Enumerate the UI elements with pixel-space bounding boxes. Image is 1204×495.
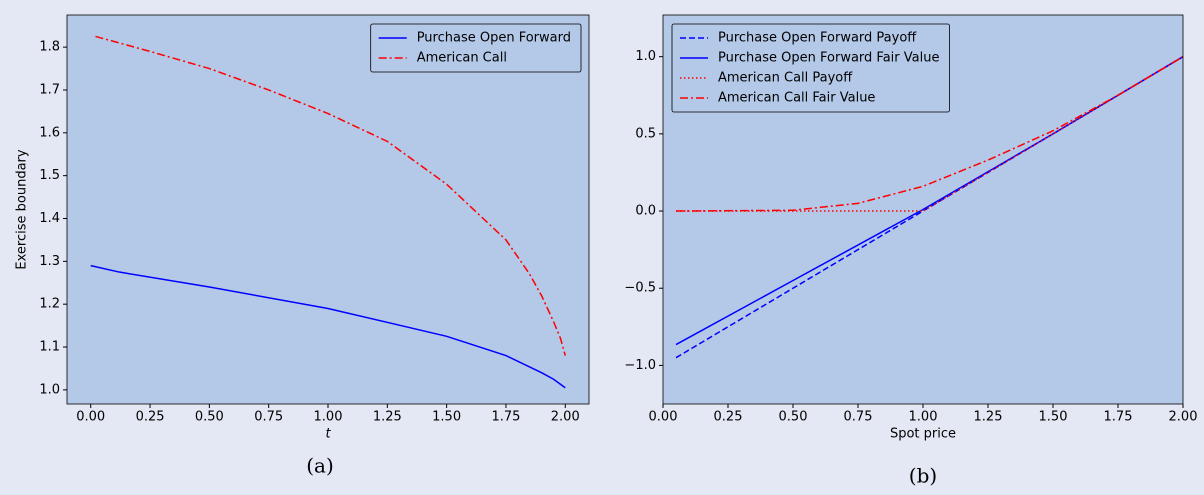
x-tick-label: 1.75	[1104, 410, 1133, 425]
series-line	[95, 35, 566, 356]
legend-label: Purchase Open Forward	[417, 31, 571, 46]
y-tick-label: 1.0	[39, 382, 60, 397]
legend: Purchase Open Forward Payoff Purchase Ope…	[671, 23, 950, 113]
legend-label: American Call Payoff	[718, 71, 853, 86]
caption: (b)	[909, 464, 937, 488]
x-tick-label: 0.25	[714, 410, 743, 425]
x-tick-label: 0.00	[76, 410, 105, 425]
y-tick-label: 1.8	[39, 40, 60, 55]
legend: Purchase Open Forward American Call	[370, 23, 582, 73]
legend-frame	[671, 23, 950, 113]
x-axis-label: t	[325, 427, 331, 442]
x-tick-label: 2.00	[1169, 410, 1198, 425]
x-tick-label: 0.75	[844, 410, 873, 425]
series-line	[675, 56, 1184, 212]
plot-area	[67, 15, 589, 404]
x-tick-label: 0.75	[254, 410, 283, 425]
x-tick-label: 1.25	[373, 410, 402, 425]
plot-frame	[662, 14, 1184, 405]
x-tick-label: 1.25	[974, 410, 1003, 425]
y-tick-label: 1.0	[635, 49, 656, 64]
y-tick-label: 0.5	[635, 126, 656, 141]
legend-label: American Call	[417, 51, 507, 66]
y-tick-label: 1.6	[39, 125, 60, 140]
x-tick-label: 0.25	[136, 410, 165, 425]
y-tick-label: 1.3	[39, 254, 60, 269]
x-tick-label: 0.50	[779, 410, 808, 425]
y-axis-label: Exercise boundary	[15, 149, 30, 269]
x-tick-label: 2.00	[551, 410, 580, 425]
legend-label: Purchase Open Forward Fair Value	[718, 51, 939, 66]
x-tick-label: 1.50	[1039, 410, 1068, 425]
legend-frame	[370, 23, 582, 73]
x-tick-label: 0.00	[649, 410, 678, 425]
x-tick-label: 1.00	[314, 410, 343, 425]
y-tick-label: −1.0	[624, 358, 656, 373]
series-line	[676, 56, 1184, 212]
x-tick-label: 0.50	[195, 410, 224, 425]
x-tick-label: 1.00	[909, 410, 938, 425]
caption: (a)	[306, 454, 334, 478]
y-tick-label: 0.0	[635, 204, 656, 219]
legend-label: Purchase Open Forward Payoff	[718, 31, 917, 46]
y-tick-label: 1.5	[39, 168, 60, 183]
y-tick-label: 1.4	[39, 211, 60, 226]
x-tick-label: 1.50	[432, 410, 461, 425]
y-tick-label: 1.1	[39, 340, 60, 355]
series-line	[90, 264, 566, 389]
y-tick-label: 1.2	[39, 297, 60, 312]
legend-label: American Call Fair Value	[718, 91, 875, 106]
plot-frame	[66, 14, 590, 405]
x-tick-label: 1.75	[491, 410, 520, 425]
y-tick-label: 1.7	[39, 82, 60, 97]
y-tick-label: −0.5	[624, 281, 656, 296]
x-axis-label: Spot price	[890, 427, 956, 442]
